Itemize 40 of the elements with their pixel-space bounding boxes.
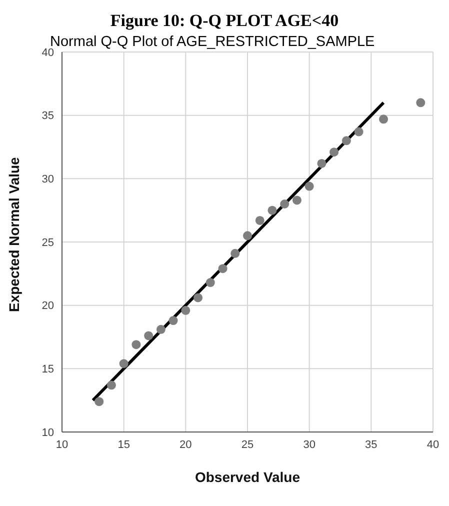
x-axis-title: Observed Value bbox=[194, 469, 300, 485]
y-tick-label: 25 bbox=[42, 236, 54, 249]
point bbox=[354, 127, 364, 136]
point bbox=[144, 331, 154, 340]
point bbox=[268, 206, 277, 215]
point bbox=[304, 182, 314, 191]
point bbox=[194, 293, 203, 302]
x-tick-label: 40 bbox=[426, 438, 440, 451]
point bbox=[132, 340, 141, 350]
point bbox=[181, 306, 190, 315]
x-tick-label: 30 bbox=[303, 438, 316, 451]
chart-title: Figure 10: Q-Q PLOT AGE<40 bbox=[109, 10, 340, 32]
y-tick-label: 30 bbox=[42, 174, 54, 186]
point bbox=[342, 136, 351, 146]
point bbox=[230, 248, 240, 258]
point bbox=[379, 114, 388, 124]
point bbox=[206, 278, 215, 288]
point bbox=[106, 380, 116, 390]
x-tick-label: 35 bbox=[365, 438, 378, 451]
point bbox=[292, 196, 302, 205]
point bbox=[243, 231, 252, 240]
x-tick-label: 15 bbox=[118, 438, 130, 451]
point bbox=[218, 264, 228, 274]
x-tick-label: 25 bbox=[241, 438, 254, 451]
y-tick-label: 35 bbox=[42, 110, 54, 122]
point bbox=[330, 148, 339, 157]
y-axis-title: Expected Normal Value bbox=[6, 156, 22, 312]
x-tick-label: 20 bbox=[180, 438, 192, 451]
y-tick-label: 10 bbox=[42, 426, 54, 439]
point bbox=[317, 158, 326, 168]
point bbox=[94, 397, 104, 406]
point bbox=[156, 324, 166, 334]
x-tick-label: 10 bbox=[56, 438, 68, 451]
y-tick-label: 15 bbox=[42, 364, 54, 376]
point bbox=[168, 316, 178, 326]
y-tick-label: 20 bbox=[42, 300, 54, 312]
point bbox=[119, 359, 128, 368]
point bbox=[416, 98, 426, 108]
point bbox=[280, 200, 290, 208]
point bbox=[255, 216, 264, 225]
